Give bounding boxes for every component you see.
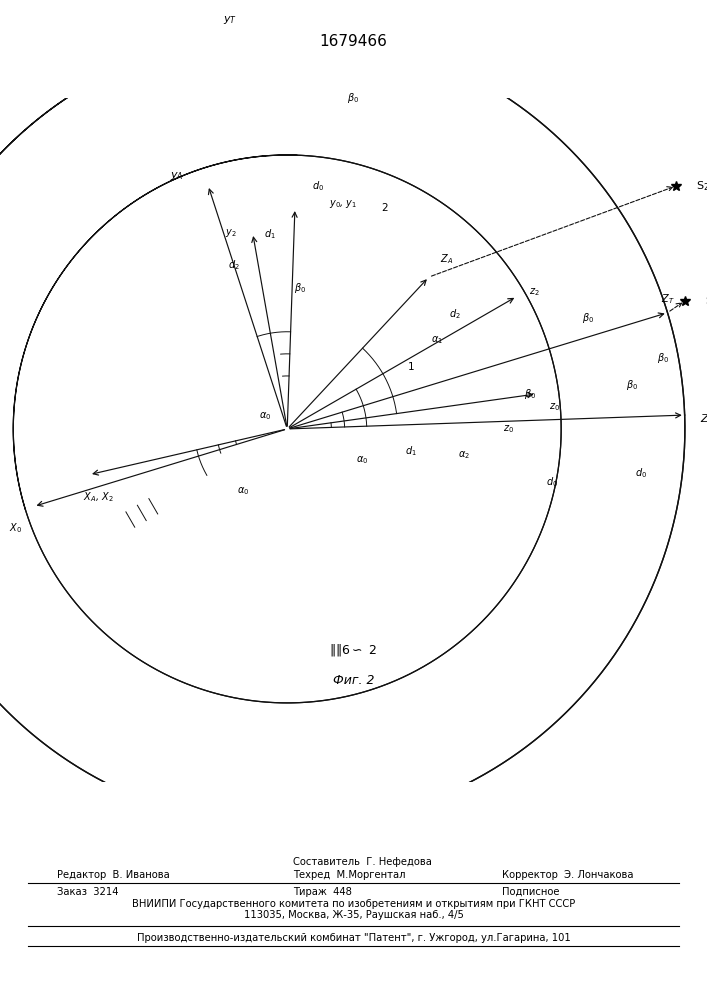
Text: Z$_T$: Z$_T$	[661, 293, 674, 306]
Text: Корректор  Э. Лончакова: Корректор Э. Лончакова	[502, 870, 633, 880]
Text: 2: 2	[381, 203, 387, 213]
Text: S$_2$: S$_2$	[696, 179, 707, 193]
Text: Z$_A$: Z$_A$	[440, 252, 453, 266]
Text: y$_T$: y$_T$	[223, 14, 238, 26]
Text: z$_2$: z$_2$	[529, 286, 540, 298]
Text: $\|\|$6$\backsim$ 2: $\|\|$6$\backsim$ 2	[329, 642, 378, 658]
Text: 1679466: 1679466	[320, 34, 387, 49]
Text: $d_0$: $d_0$	[635, 466, 647, 480]
Text: $d_0$: $d_0$	[312, 179, 325, 193]
Text: Техред  М.Моргентал: Техред М.Моргентал	[293, 870, 406, 880]
Text: Тираж  448: Тираж 448	[293, 887, 352, 897]
Text: Фиг. 2: Фиг. 2	[333, 674, 374, 687]
Text: $\beta_0$: $\beta_0$	[347, 91, 360, 105]
Text: ВНИИПИ Государственного комитета по изобретениям и открытиям при ГКНТ СССР: ВНИИПИ Государственного комитета по изоб…	[132, 899, 575, 909]
Text: $\alpha_0$: $\alpha_0$	[237, 485, 249, 497]
Text: $z_0$: $z_0$	[503, 423, 514, 435]
Text: Z$_1$: Z$_1$	[700, 413, 707, 426]
Text: $\beta_0$: $\beta_0$	[626, 378, 638, 392]
Text: $\alpha_0$: $\alpha_0$	[259, 410, 271, 422]
Text: y$_A$: y$_A$	[170, 170, 184, 182]
Text: Составитель  Г. Нефедова: Составитель Г. Нефедова	[293, 857, 432, 867]
Text: $\alpha_2$: $\alpha_2$	[458, 450, 470, 461]
Text: X$_A$, X$_2$: X$_A$, X$_2$	[83, 490, 113, 504]
Text: 1: 1	[408, 362, 414, 372]
Text: z$_0$: z$_0$	[549, 401, 560, 413]
Text: y$_2$: y$_2$	[225, 227, 236, 239]
Text: $\beta_0$: $\beta_0$	[294, 281, 307, 295]
Text: $\alpha_1$: $\alpha_1$	[431, 335, 443, 346]
Text: y$_0$, y$_1$: y$_0$, y$_1$	[329, 198, 358, 210]
Text: S$_4$: S$_4$	[705, 294, 707, 308]
Text: $d_1$: $d_1$	[264, 228, 276, 241]
Text: Производственно-издательский комбинат "Патент", г. Ужгород, ул.Гагарина, 101: Производственно-издательский комбинат "П…	[136, 933, 571, 943]
Text: Подписное: Подписное	[502, 887, 559, 897]
Text: $\alpha_0$: $\alpha_0$	[356, 454, 368, 466]
Text: $d_2$: $d_2$	[449, 307, 461, 321]
Text: 113035, Москва, Ж-35, Раушская наб., 4/5: 113035, Москва, Ж-35, Раушская наб., 4/5	[244, 910, 463, 920]
Text: $\beta_0$: $\beta_0$	[582, 311, 594, 325]
Text: Редактор  В. Иванова: Редактор В. Иванова	[57, 870, 169, 880]
Text: Заказ  3214: Заказ 3214	[57, 887, 118, 897]
Text: X$_0$: X$_0$	[9, 522, 23, 535]
Text: $d_2$: $d_2$	[228, 259, 240, 272]
Text: $d_1$: $d_1$	[405, 444, 417, 458]
Text: $\beta_0$: $\beta_0$	[657, 351, 669, 365]
Text: $\beta_0$: $\beta_0$	[524, 387, 537, 401]
Text: $d_0$: $d_0$	[547, 475, 559, 489]
